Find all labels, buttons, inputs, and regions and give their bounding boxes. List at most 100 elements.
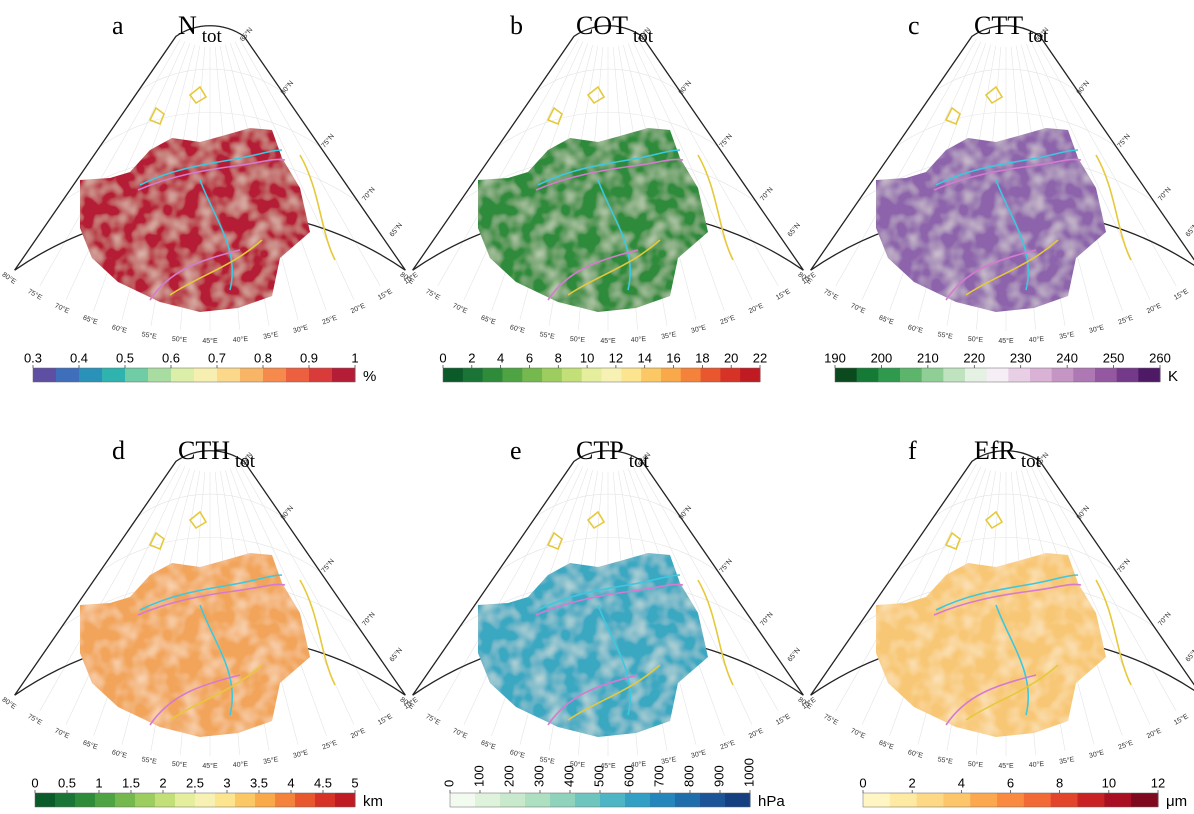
lat-label: 65°N — [388, 646, 404, 663]
lon-label: 40°E — [631, 335, 647, 344]
colorbar-tick-label: 300 — [531, 765, 546, 787]
lon-label: 25°E — [1117, 739, 1134, 752]
colorbar-segment — [1095, 368, 1117, 382]
title-name: COT — [576, 11, 628, 40]
lat-label: 80°N — [677, 504, 693, 521]
lat-label: 80°N — [677, 79, 693, 96]
colorbar-unit: K — [1168, 368, 1178, 385]
lat-label: 65°N — [786, 646, 802, 663]
data-field — [80, 553, 310, 737]
colorbar-segment — [525, 793, 551, 807]
colorbar-tick-label: 22 — [753, 350, 767, 365]
panel-title: EfRtot — [974, 436, 1042, 472]
colorbar-segment — [835, 368, 857, 382]
lon-label: 70°E — [451, 302, 469, 316]
colorbar-segment — [240, 368, 264, 382]
colorbar-tick-label: 400 — [561, 765, 576, 787]
figure: 85°N80°N75°N70°N65°N10°E15°E20°E25°E30°E… — [0, 0, 1194, 809]
colorbar-segment — [35, 793, 56, 807]
lon-label: 30°E — [690, 323, 707, 335]
lon-label: 60°E — [509, 323, 526, 335]
lon-label: 15°E — [1172, 287, 1190, 302]
lon-label: 25°E — [719, 739, 736, 752]
title-sub: tot — [235, 451, 256, 472]
colorbar-tick-label: 3 — [223, 775, 230, 790]
colorbar-segment — [1117, 368, 1139, 382]
title-name: CTP — [576, 436, 624, 465]
colorbar-segment — [675, 793, 701, 807]
lon-label: 65°E — [480, 314, 497, 327]
data-field — [80, 128, 310, 312]
panel: 85°N80°N75°N70°N65°N10°E15°E20°E25°E30°E… — [1, 11, 420, 385]
colorbar-segment — [500, 793, 526, 807]
colorbar-tick-label: 200 — [501, 765, 516, 787]
lon-label: 65°E — [878, 314, 895, 327]
colorbar-segment — [194, 368, 218, 382]
colorbar-tick-label: 2 — [159, 775, 166, 790]
colorbar-segment — [857, 368, 879, 382]
lat-label: 75°N — [718, 557, 734, 574]
colorbar-segment — [483, 368, 503, 382]
colorbar-segment — [263, 368, 287, 382]
colorbar-tick-label: 250 — [1103, 350, 1125, 365]
colorbar-segment — [215, 793, 236, 807]
colorbar-segment — [1024, 793, 1051, 807]
data-field — [478, 128, 708, 312]
lon-label: 20°E — [1145, 726, 1163, 740]
colorbar-tick-label: 900 — [711, 765, 726, 787]
lon-label: 55°E — [141, 755, 158, 766]
colorbar-segment — [1138, 368, 1160, 382]
colorbar-segment — [701, 368, 721, 382]
title-sub: tot — [1021, 451, 1042, 472]
colorbar-segment — [890, 793, 917, 807]
lon-label: 65°E — [878, 739, 895, 752]
colorbar-tick-label: 0.6 — [162, 350, 180, 365]
lon-label: 75°E — [822, 712, 840, 727]
colorbar-tick-label: 210 — [917, 350, 939, 365]
colorbar-unit: hPa — [758, 793, 785, 809]
lon-label: 30°E — [1088, 748, 1105, 760]
colorbar-tick-label: 20 — [724, 350, 738, 365]
colorbar-segment — [56, 368, 80, 382]
colorbar-tick-label: 0.8 — [254, 350, 272, 365]
lon-label: 75°E — [424, 287, 442, 302]
lat-label: 75°N — [320, 132, 336, 149]
colorbar-tick-label: 2 — [468, 350, 475, 365]
lon-label: 60°E — [907, 748, 924, 760]
colorbar-unit: μm — [1166, 793, 1187, 809]
lon-label: 20°E — [747, 726, 765, 740]
panel-letter: b — [510, 11, 523, 40]
colorbar-tick-label: 0.3 — [24, 350, 42, 365]
colorbar-tick-label: 12 — [609, 350, 623, 365]
lon-label: 20°E — [1145, 301, 1163, 315]
colorbar-tick-label: 190 — [824, 350, 846, 365]
panel-letter: d — [112, 436, 125, 465]
lon-label: 40°E — [1029, 760, 1045, 769]
colorbar-segment — [562, 368, 582, 382]
colorbar-segment — [922, 368, 944, 382]
lon-label: 45°E — [998, 337, 1014, 345]
colorbar-segment — [681, 368, 701, 382]
lat-label: 70°N — [1157, 611, 1173, 628]
colorbar-segment — [115, 793, 136, 807]
panel-letter: f — [908, 436, 917, 465]
data-field — [478, 553, 708, 737]
colorbar-tick-label: 1000 — [741, 758, 756, 787]
colorbar-segment — [195, 793, 216, 807]
colorbar-segment — [295, 793, 316, 807]
colorbar-segment — [443, 368, 463, 382]
colorbar-tick-label: 700 — [651, 765, 666, 787]
lon-label: 65°E — [82, 739, 99, 752]
lon-label: 15°E — [774, 712, 792, 727]
colorbar-segment — [987, 368, 1009, 382]
colorbar-segment — [661, 368, 681, 382]
lon-label: 75°E — [424, 712, 442, 727]
lon-label: 60°E — [509, 748, 526, 760]
colorbar-segment — [965, 368, 987, 382]
lon-label: 55°E — [539, 755, 556, 766]
lon-label: 80°E — [1, 696, 18, 711]
colorbar-segment — [286, 368, 310, 382]
panel: 85°N80°N75°N70°N65°N10°E15°E20°E25°E30°E… — [1, 436, 420, 809]
title-name: CTH — [178, 436, 230, 465]
colorbar-segment — [621, 368, 641, 382]
